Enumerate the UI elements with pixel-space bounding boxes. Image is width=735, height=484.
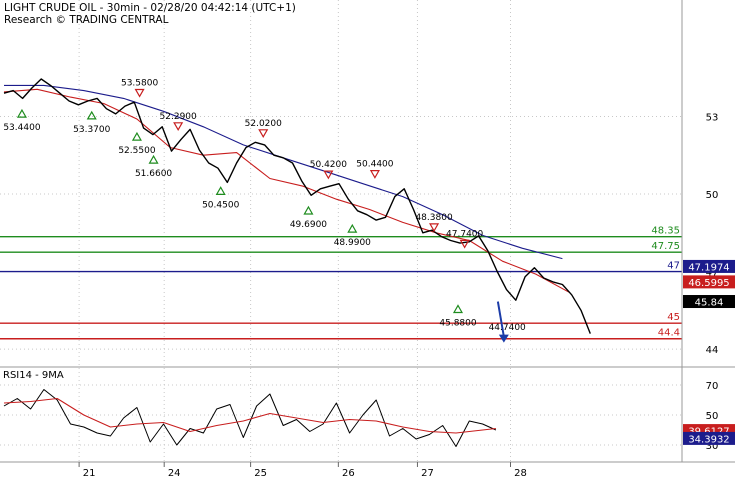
swing-low-label: 49.6900 [290, 220, 327, 230]
rsi-ma-line [3, 397, 496, 434]
rsi-line [3, 389, 497, 447]
level-label-resistance-1: 47.75 [651, 241, 680, 252]
tag-rsi-text: 34.3932 [688, 434, 729, 445]
rsi-tick-label: 70 [706, 381, 719, 392]
price-series [3, 78, 591, 343]
chart-title: LIGHT CRUDE OIL - 30min - 02/28/20 04:42… [4, 2, 296, 14]
forecast-arrow-head [498, 334, 509, 343]
swing-high-label: 48.3800 [415, 213, 452, 223]
chart-subtitle: Research © TRADING CENTRAL [4, 14, 169, 26]
ma-red-line [3, 88, 570, 293]
swing-high-label: 53.5800 [121, 78, 158, 88]
swing-low-marker [452, 304, 464, 314]
support-resistance-levels: 48.35 47.75 47 45 44.4 [0, 226, 682, 340]
tag-ma-dark-box [683, 259, 735, 273]
tag-ma-red-text: 46.5995 [688, 278, 729, 289]
swing-low-marker [215, 186, 226, 195]
tag-last-text: 45.84 [695, 298, 724, 309]
swing-high-label: 52.0200 [245, 119, 282, 129]
rsi-series [3, 389, 497, 447]
swing-low-marker [86, 110, 97, 120]
tag-ma-dark-text: 47.1974 [688, 262, 729, 273]
tag-ma-red-box [683, 275, 735, 289]
swing-low-marker [148, 154, 159, 164]
swing-low-label: 52.5500 [118, 146, 155, 156]
swing-low-marker [16, 108, 27, 118]
tag-last-box [683, 295, 735, 309]
price-tick-label: 50 [706, 190, 719, 201]
axes: 53 50 47 44 70 50 30 21 24 25 26 27 28 [78, 112, 719, 479]
swing-low-label: 48.9900 [334, 238, 371, 248]
price-tick-label: 44 [706, 345, 719, 356]
day-tick-label: 28 [514, 468, 527, 479]
rsi-panel-title: RSI14 - 9MA [3, 370, 64, 381]
swing-low-label: 53.3700 [73, 125, 110, 135]
level-label-support-2: 44.4 [658, 328, 680, 339]
swing-high-marker [173, 122, 184, 132]
swing-low-label: 53.4400 [3, 123, 40, 133]
level-label-resistance-2: 48.35 [651, 226, 680, 237]
level-label-support-1: 45 [667, 312, 680, 323]
swing-low-label: 45.8800 [439, 318, 476, 328]
day-tick-label: 24 [168, 468, 181, 479]
swing-labels: 53.4400 53.3700 53.5800 52.5500 52.2900 51.66… [3, 78, 526, 332]
rsi-tick-label: 30 [706, 441, 719, 452]
swing-low-label: 50.4500 [202, 200, 239, 210]
swing-high-marker [323, 170, 334, 180]
swing-low-marker [131, 131, 142, 141]
day-tick-label: 21 [83, 468, 96, 479]
day-tick-label: 27 [421, 468, 434, 479]
price-tick-label: 53 [706, 112, 719, 123]
day-tick-label: 25 [254, 468, 267, 479]
swing-high-label: 50.4200 [310, 160, 347, 170]
swing-high-label: 52.2900 [160, 112, 197, 122]
rsi-tick-label: 50 [706, 411, 719, 422]
forecast-arrow-shaft [496, 301, 505, 337]
level-label-pivot: 47 [667, 261, 680, 272]
swing-high-label: 50.4400 [356, 160, 393, 170]
swing-low-marker [303, 205, 314, 215]
swing-high-marker [429, 223, 440, 233]
tag-rsi-box [683, 431, 735, 445]
swing-low-label: 51.6600 [135, 169, 172, 179]
price-line [3, 78, 591, 334]
day-tick-label: 26 [342, 468, 355, 479]
target-label: 44.7400 [489, 323, 526, 333]
swing-high-marker [134, 88, 145, 98]
swing-high-marker [369, 170, 380, 179]
swing-low-marker [347, 223, 358, 233]
swing-high-marker [258, 129, 269, 139]
swing-high-label: 47.7400 [446, 229, 483, 239]
price-tick-label: 47 [706, 268, 719, 279]
swing-high-marker [459, 239, 470, 249]
